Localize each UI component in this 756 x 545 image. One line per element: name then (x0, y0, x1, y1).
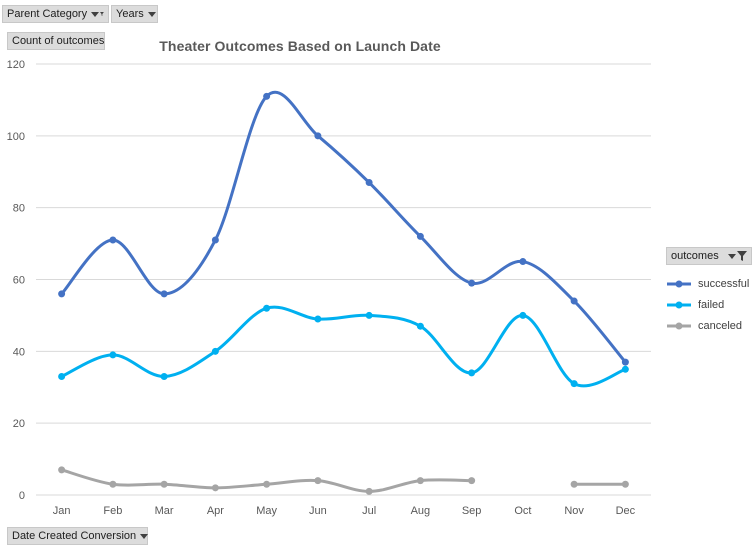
data-point-successful[interactable] (468, 279, 476, 287)
data-point-successful[interactable] (211, 236, 219, 244)
legend-label: failed (698, 298, 725, 311)
data-point-failed[interactable] (109, 351, 117, 359)
filter-funnel-icon (100, 12, 104, 16)
gridlines (36, 63, 651, 496)
data-point-canceled[interactable] (109, 480, 117, 488)
legend-item-successful[interactable]: successful (666, 273, 752, 294)
y-axis-ticks: 0 20 40 60 80 100 120 (7, 59, 25, 502)
data-point-failed[interactable] (468, 369, 476, 377)
data-point-canceled[interactable] (58, 466, 66, 474)
series-successful (58, 90, 629, 366)
data-point-failed[interactable] (570, 380, 578, 388)
data-point-successful[interactable] (109, 236, 117, 244)
chart-title: Theater Outcomes Based on Launch Date (159, 38, 441, 54)
parent-category-label: Parent Category (7, 8, 88, 20)
x-tick-label: Mar (155, 505, 174, 517)
y-tick-label: 20 (13, 418, 25, 430)
values-field-label: Count of outcomes (12, 35, 105, 47)
x-tick-label: Dec (616, 505, 636, 517)
years-label: Years (116, 8, 144, 20)
data-point-successful[interactable] (519, 258, 527, 266)
chevron-down-icon (91, 11, 100, 17)
data-point-successful[interactable] (58, 290, 66, 298)
legend-field-button[interactable]: outcomes (666, 247, 752, 265)
data-point-failed[interactable] (519, 311, 527, 319)
data-point-canceled[interactable] (365, 487, 373, 495)
data-point-failed[interactable] (263, 304, 271, 312)
data-point-canceled[interactable] (468, 477, 476, 485)
data-point-failed[interactable] (160, 372, 168, 380)
y-tick-label: 120 (7, 59, 25, 71)
x-tick-label: Feb (103, 505, 122, 517)
data-point-successful[interactable] (160, 290, 168, 298)
data-point-canceled[interactable] (211, 484, 219, 492)
data-point-canceled[interactable] (621, 480, 629, 488)
data-point-canceled[interactable] (160, 480, 168, 488)
chevron-down-icon (728, 253, 736, 259)
x-tick-label: May (256, 505, 277, 517)
x-axis-ticks: Jan Feb Mar Apr May Jun Jul Aug Sep Oct Nov Dec (53, 505, 636, 517)
series-lines (58, 90, 629, 495)
y-tick-label: 100 (7, 131, 25, 143)
data-point-successful[interactable] (263, 92, 271, 100)
data-point-failed[interactable] (416, 322, 424, 330)
data-point-successful[interactable] (621, 358, 629, 366)
data-point-canceled[interactable] (314, 477, 322, 485)
series-line-canceled (60, 468, 474, 493)
data-point-failed[interactable] (211, 347, 219, 355)
legend-label: successful (698, 277, 750, 290)
x-tick-label: Jan (53, 505, 71, 517)
legend-field-label: outcomes (671, 250, 719, 262)
legend-label: canceled (698, 319, 743, 332)
series-line-failed (60, 305, 627, 388)
legend-marker (667, 280, 691, 287)
x-tick-label: Jul (362, 505, 376, 517)
data-point-failed[interactable] (365, 311, 373, 319)
series-canceled (58, 466, 629, 495)
chevron-down-icon (140, 533, 149, 539)
legend: outcomes successful failed canceled (666, 247, 752, 336)
data-point-failed[interactable] (621, 365, 629, 373)
y-tick-label: 80 (13, 203, 25, 215)
legend-marker (667, 322, 691, 329)
filter-funnel-icon (737, 251, 747, 261)
years-filter-button[interactable]: Years (111, 5, 158, 23)
values-field-button[interactable]: Count of outcomes (7, 32, 105, 50)
x-tick-label: Jun (309, 505, 327, 517)
x-tick-label: Nov (564, 505, 584, 517)
data-point-successful[interactable] (314, 132, 322, 140)
y-tick-label: 60 (13, 275, 25, 287)
data-point-failed[interactable] (58, 372, 66, 380)
x-tick-label: Oct (514, 505, 531, 517)
data-point-successful[interactable] (570, 297, 578, 305)
legend-item-canceled[interactable]: canceled (666, 315, 752, 336)
y-tick-label: 40 (13, 346, 25, 358)
data-point-canceled[interactable] (570, 480, 578, 488)
parent-category-filter-button[interactable]: Parent Category (2, 5, 109, 23)
axis-field-label: Date Created Conversion (12, 530, 137, 542)
legend-item-failed[interactable]: failed (666, 294, 752, 315)
x-tick-label: Sep (462, 505, 482, 517)
data-point-failed[interactable] (314, 315, 322, 323)
data-point-successful[interactable] (365, 179, 373, 187)
data-point-canceled[interactable] (416, 477, 424, 485)
chevron-down-icon (147, 11, 156, 17)
x-tick-label: Apr (207, 505, 224, 517)
data-point-canceled[interactable] (263, 480, 271, 488)
legend-marker (667, 301, 691, 308)
series-line-successful (60, 90, 627, 364)
y-tick-label: 0 (19, 490, 25, 502)
data-point-successful[interactable] (416, 232, 424, 240)
x-tick-label: Aug (411, 505, 431, 517)
series-failed (58, 304, 629, 388)
